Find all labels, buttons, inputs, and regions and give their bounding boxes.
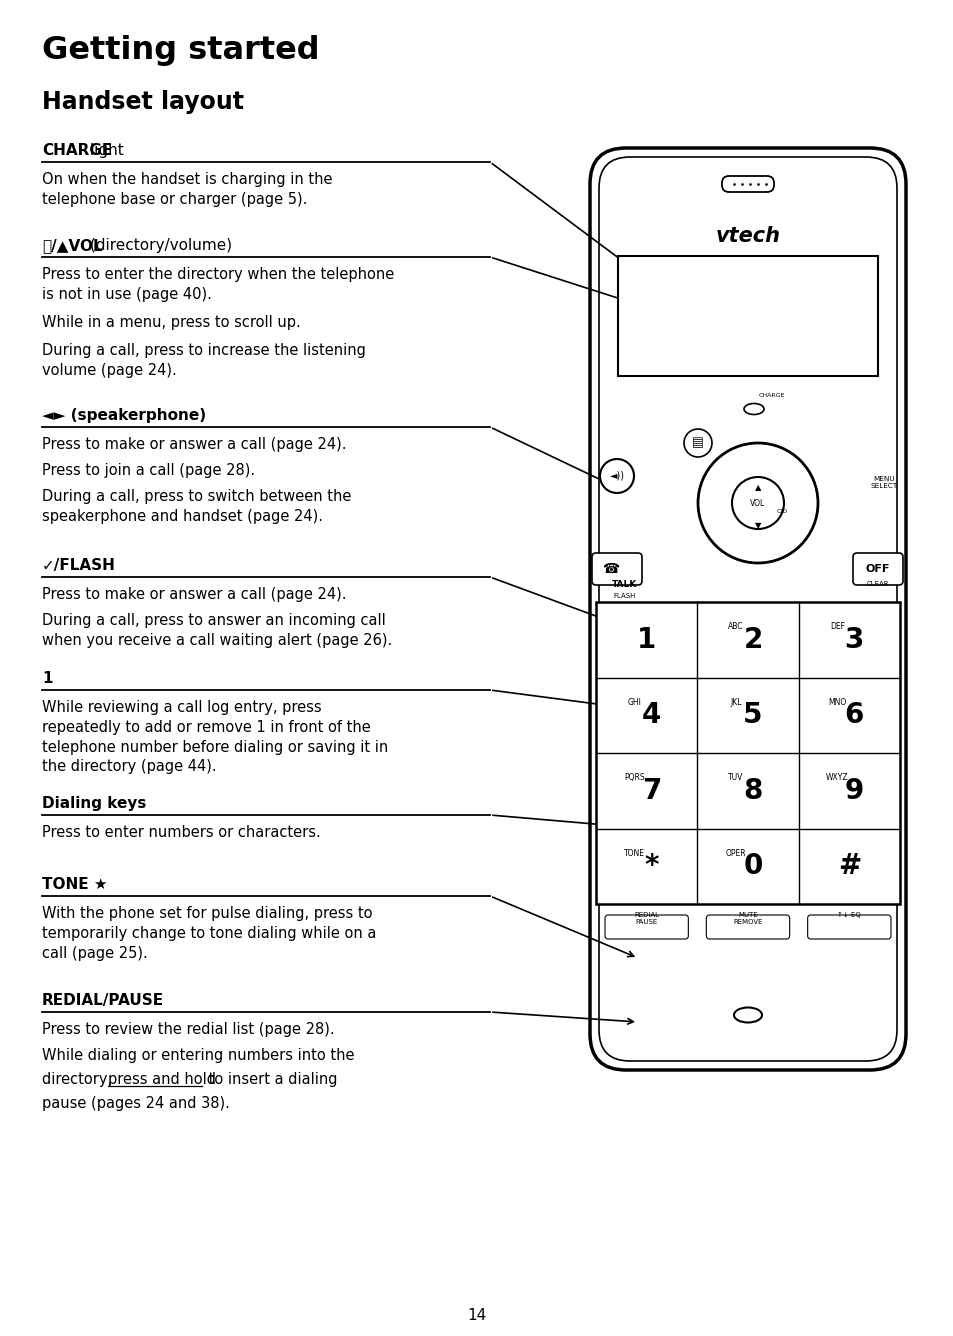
Circle shape: [731, 477, 783, 529]
Text: CHARGE: CHARGE: [42, 143, 112, 158]
Text: 4: 4: [641, 701, 660, 729]
Text: MUTE
REMOVE: MUTE REMOVE: [733, 912, 762, 925]
Text: 5: 5: [742, 701, 762, 729]
Text: 7: 7: [641, 776, 660, 804]
Circle shape: [683, 429, 711, 457]
Text: Handset layout: Handset layout: [42, 90, 244, 114]
Text: Dialing keys: Dialing keys: [42, 796, 146, 811]
Text: TALK: TALK: [612, 580, 637, 589]
Text: During a call, press to answer an incoming call
when you receive a call waiting : During a call, press to answer an incomi…: [42, 613, 392, 648]
Text: While in a menu, press to scroll up.: While in a menu, press to scroll up.: [42, 315, 300, 330]
Text: MNO: MNO: [827, 697, 845, 707]
FancyBboxPatch shape: [807, 915, 890, 939]
Text: While reviewing a call log entry, press
repeatedly to add or remove 1 in front o: While reviewing a call log entry, press …: [42, 700, 388, 775]
Text: Press to make or answer a call (page 24).: Press to make or answer a call (page 24)…: [42, 587, 346, 603]
Text: CID: CID: [776, 509, 787, 514]
Bar: [618, 257, 877, 375]
Text: PQRS: PQRS: [623, 774, 644, 783]
Text: #: #: [837, 852, 860, 880]
Text: ▤: ▤: [691, 437, 703, 449]
Text: OPER: OPER: [725, 848, 745, 858]
Text: ✓/FLASH: ✓/FLASH: [42, 558, 115, 573]
Text: 9: 9: [843, 776, 863, 804]
Text: MENU
SELECT: MENU SELECT: [869, 476, 897, 489]
Text: REDIAL/PAUSE: REDIAL/PAUSE: [42, 993, 164, 1007]
Text: FLASH: FLASH: [613, 593, 636, 599]
Text: TUV: TUV: [727, 774, 743, 783]
Text: (directory/volume): (directory/volume): [85, 238, 233, 253]
Text: ☎: ☎: [601, 562, 619, 576]
Text: *: *: [643, 852, 659, 880]
Text: REDIAL
PAUSE: REDIAL PAUSE: [634, 912, 659, 925]
Text: Press to make or answer a call (page 24).: Press to make or answer a call (page 24)…: [42, 437, 346, 452]
Text: DEF: DEF: [829, 623, 844, 631]
Text: ◄)): ◄)): [609, 472, 624, 481]
Text: ▼: ▼: [754, 521, 760, 530]
Text: Press to join a call (page 28).: Press to join a call (page 28).: [42, 464, 254, 478]
Text: 3: 3: [843, 625, 863, 653]
Text: With the phone set for pulse dialing, press to
temporarily change to tone dialin: With the phone set for pulse dialing, pr…: [42, 906, 376, 961]
Text: Press to enter the directory when the telephone
is not in use (page 40).: Press to enter the directory when the te…: [42, 267, 394, 302]
Text: Press to enter numbers or characters.: Press to enter numbers or characters.: [42, 826, 320, 840]
Text: During a call, press to increase the listening
volume (page 24).: During a call, press to increase the lis…: [42, 343, 366, 378]
FancyBboxPatch shape: [721, 176, 773, 192]
Text: OFF: OFF: [865, 564, 889, 574]
Ellipse shape: [743, 403, 763, 414]
Text: ▲: ▲: [754, 484, 760, 492]
FancyBboxPatch shape: [604, 915, 688, 939]
Text: to insert a dialing: to insert a dialing: [204, 1071, 337, 1088]
Text: ABC: ABC: [727, 623, 743, 631]
Text: On when the handset is charging in the
telephone base or charger (page 5).: On when the handset is charging in the t…: [42, 172, 333, 207]
FancyBboxPatch shape: [852, 553, 902, 585]
FancyBboxPatch shape: [592, 553, 641, 585]
Circle shape: [599, 460, 634, 493]
Text: press and hold: press and hold: [108, 1071, 215, 1088]
Text: Press to review the redial list (page 28).: Press to review the redial list (page 28…: [42, 1022, 335, 1037]
Ellipse shape: [733, 1007, 761, 1022]
Text: During a call, press to switch between the
speakerphone and handset (page 24).: During a call, press to switch between t…: [42, 489, 351, 524]
Circle shape: [698, 444, 817, 562]
Text: TONE ★: TONE ★: [42, 876, 108, 892]
Text: ↑↓ EQ: ↑↓ EQ: [837, 912, 861, 918]
Text: CHARGE: CHARGE: [759, 393, 784, 398]
Text: vtech: vtech: [715, 226, 780, 246]
Text: 14: 14: [467, 1308, 486, 1323]
Text: TONE: TONE: [623, 848, 644, 858]
Text: directory,: directory,: [42, 1071, 116, 1088]
Bar: [596, 603, 899, 904]
Text: JKL: JKL: [729, 697, 741, 707]
Text: GHI: GHI: [627, 697, 641, 707]
Text: 6: 6: [843, 701, 863, 729]
Text: While dialing or entering numbers into the: While dialing or entering numbers into t…: [42, 1047, 355, 1063]
Text: VOL: VOL: [750, 500, 765, 508]
Text: Getting started: Getting started: [42, 35, 319, 65]
Text: pause (pages 24 and 38).: pause (pages 24 and 38).: [42, 1096, 230, 1112]
Text: 2: 2: [742, 625, 761, 653]
Text: 1: 1: [42, 671, 52, 685]
FancyBboxPatch shape: [589, 148, 905, 1070]
Text: 1: 1: [637, 625, 656, 653]
Text: light: light: [85, 143, 124, 158]
Text: CLEAR: CLEAR: [866, 581, 888, 587]
FancyBboxPatch shape: [705, 915, 789, 939]
Text: WXYZ: WXYZ: [825, 774, 848, 783]
Text: 8: 8: [742, 776, 761, 804]
Text: ⓢ/▲VOL: ⓢ/▲VOL: [42, 238, 103, 253]
Text: ◄► (speakerphone): ◄► (speakerphone): [42, 407, 206, 424]
Text: 0: 0: [742, 852, 761, 880]
